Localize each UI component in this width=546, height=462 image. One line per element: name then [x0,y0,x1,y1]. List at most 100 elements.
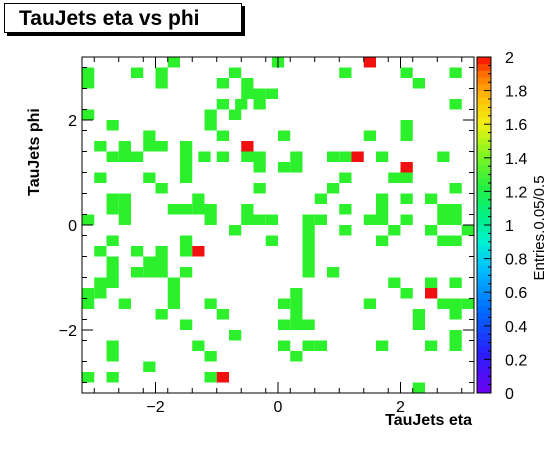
palette-band [477,130,491,139]
heatmap-cell [143,361,156,372]
heatmap-cell [118,193,131,204]
palette-band [477,265,491,273]
heatmap-cell [229,225,242,236]
y-tick-label: 0 [68,218,77,235]
heatmap-cell [155,78,168,89]
heatmap-cell [180,162,193,173]
heatmap-cell [118,214,131,225]
z-axis: 0 0.2 0.4 0.6 0.8 1 1.2 1.4 1.6 1.8 2 [484,50,527,403]
z-tick-label: 0.4 [505,319,527,336]
heatmap-cell [425,277,438,288]
palette-band [477,298,491,307]
x-axis-label: TauJets eta [385,412,472,429]
z-tick-label: 0.2 [505,352,527,369]
heatmap-cell [167,57,180,68]
heatmap-cell [449,67,462,78]
heatmap-cell-max [216,372,229,383]
palette-band [477,319,491,327]
heatmap-cell [388,225,401,236]
heatmap-cell [278,298,291,309]
palette-band [477,372,491,380]
heatmap-cell [106,372,119,383]
palette-band [477,157,491,165]
heatmap-cell [412,309,425,320]
heatmap-cell [363,214,376,225]
heatmap-cell [94,246,107,257]
y-axis: −2 0 2 [59,67,474,383]
heatmap-cell [437,298,450,309]
heatmap-cell [180,246,193,257]
palette-band [477,305,491,313]
heatmap-cell [94,141,107,152]
heatmap-cell [449,298,462,309]
heatmap-cell [82,67,95,78]
heatmap-cell [106,267,119,278]
heatmap-cell [131,267,144,278]
heatmap-cell [449,183,462,194]
palette-band [477,292,491,300]
heatmap-cell-max [400,162,413,173]
chart-title-box: TauJets eta vs phi [4,3,242,33]
palette-band [477,177,491,186]
heatmap-cell [241,78,254,89]
heatmap-cell [204,372,217,383]
z-tick-label: 1 [505,218,514,235]
heatmap-cell [155,309,168,320]
heatmap-cell [253,151,266,162]
palette-band [477,231,491,239]
heatmap-cell [94,172,107,183]
palette-band [477,63,491,71]
x-axis: −2 0 2 [93,57,463,416]
heatmap-cell [339,172,352,183]
heatmap-cell [167,288,180,299]
heatmap-cell [131,246,144,257]
heatmap-cell [143,141,156,152]
heatmap-cell [82,78,95,89]
palette-band [477,104,491,112]
palette-band [477,70,491,78]
heatmap-cell [241,88,254,99]
heatmap-cell [204,109,217,120]
palette-band [477,151,491,159]
z-tick-label: 2 [505,50,514,67]
z-tick-label: 1.8 [505,84,527,101]
heatmap-cell [253,88,266,99]
heatmap-cell [265,214,278,225]
z-tick-label: 0 [505,386,514,403]
heatmap-cell [327,267,340,278]
heatmap-cell [180,141,193,152]
heatmap-cell [167,298,180,309]
heatmap-cell [216,151,229,162]
x-tick-label: 2 [396,399,405,416]
heatmap-cell [302,256,315,267]
heatmap-cell [425,225,438,236]
heatmap-cell [106,277,119,288]
palette-band [477,386,491,394]
heatmap-cell [461,298,474,309]
heatmap-cell [216,78,229,89]
heatmap-cell [437,204,450,215]
heatmap-cell [155,256,168,267]
heatmap-cell [106,351,119,362]
heatmap-cell [229,330,242,341]
heatmap-cell [204,298,217,309]
heatmap-cell [204,204,217,215]
heatmap-cell [155,267,168,278]
heatmap-cell [131,67,144,78]
palette-band [477,77,491,85]
heatmap-cell [400,67,413,78]
palette-band [477,218,491,226]
heatmap-cell-max [351,151,364,162]
heatmap-cell [106,151,119,162]
heatmap-cell [253,162,266,173]
heatmap-cell [461,225,474,236]
heatmap-cell [412,382,425,393]
heatmap-cell [302,340,315,351]
heatmap-cell [106,204,119,215]
palette-band [477,352,491,360]
heatmap-cell [216,130,229,141]
heatmap-cell [425,340,438,351]
heatmap-cell [143,256,156,267]
heatmap-cell [180,267,193,278]
